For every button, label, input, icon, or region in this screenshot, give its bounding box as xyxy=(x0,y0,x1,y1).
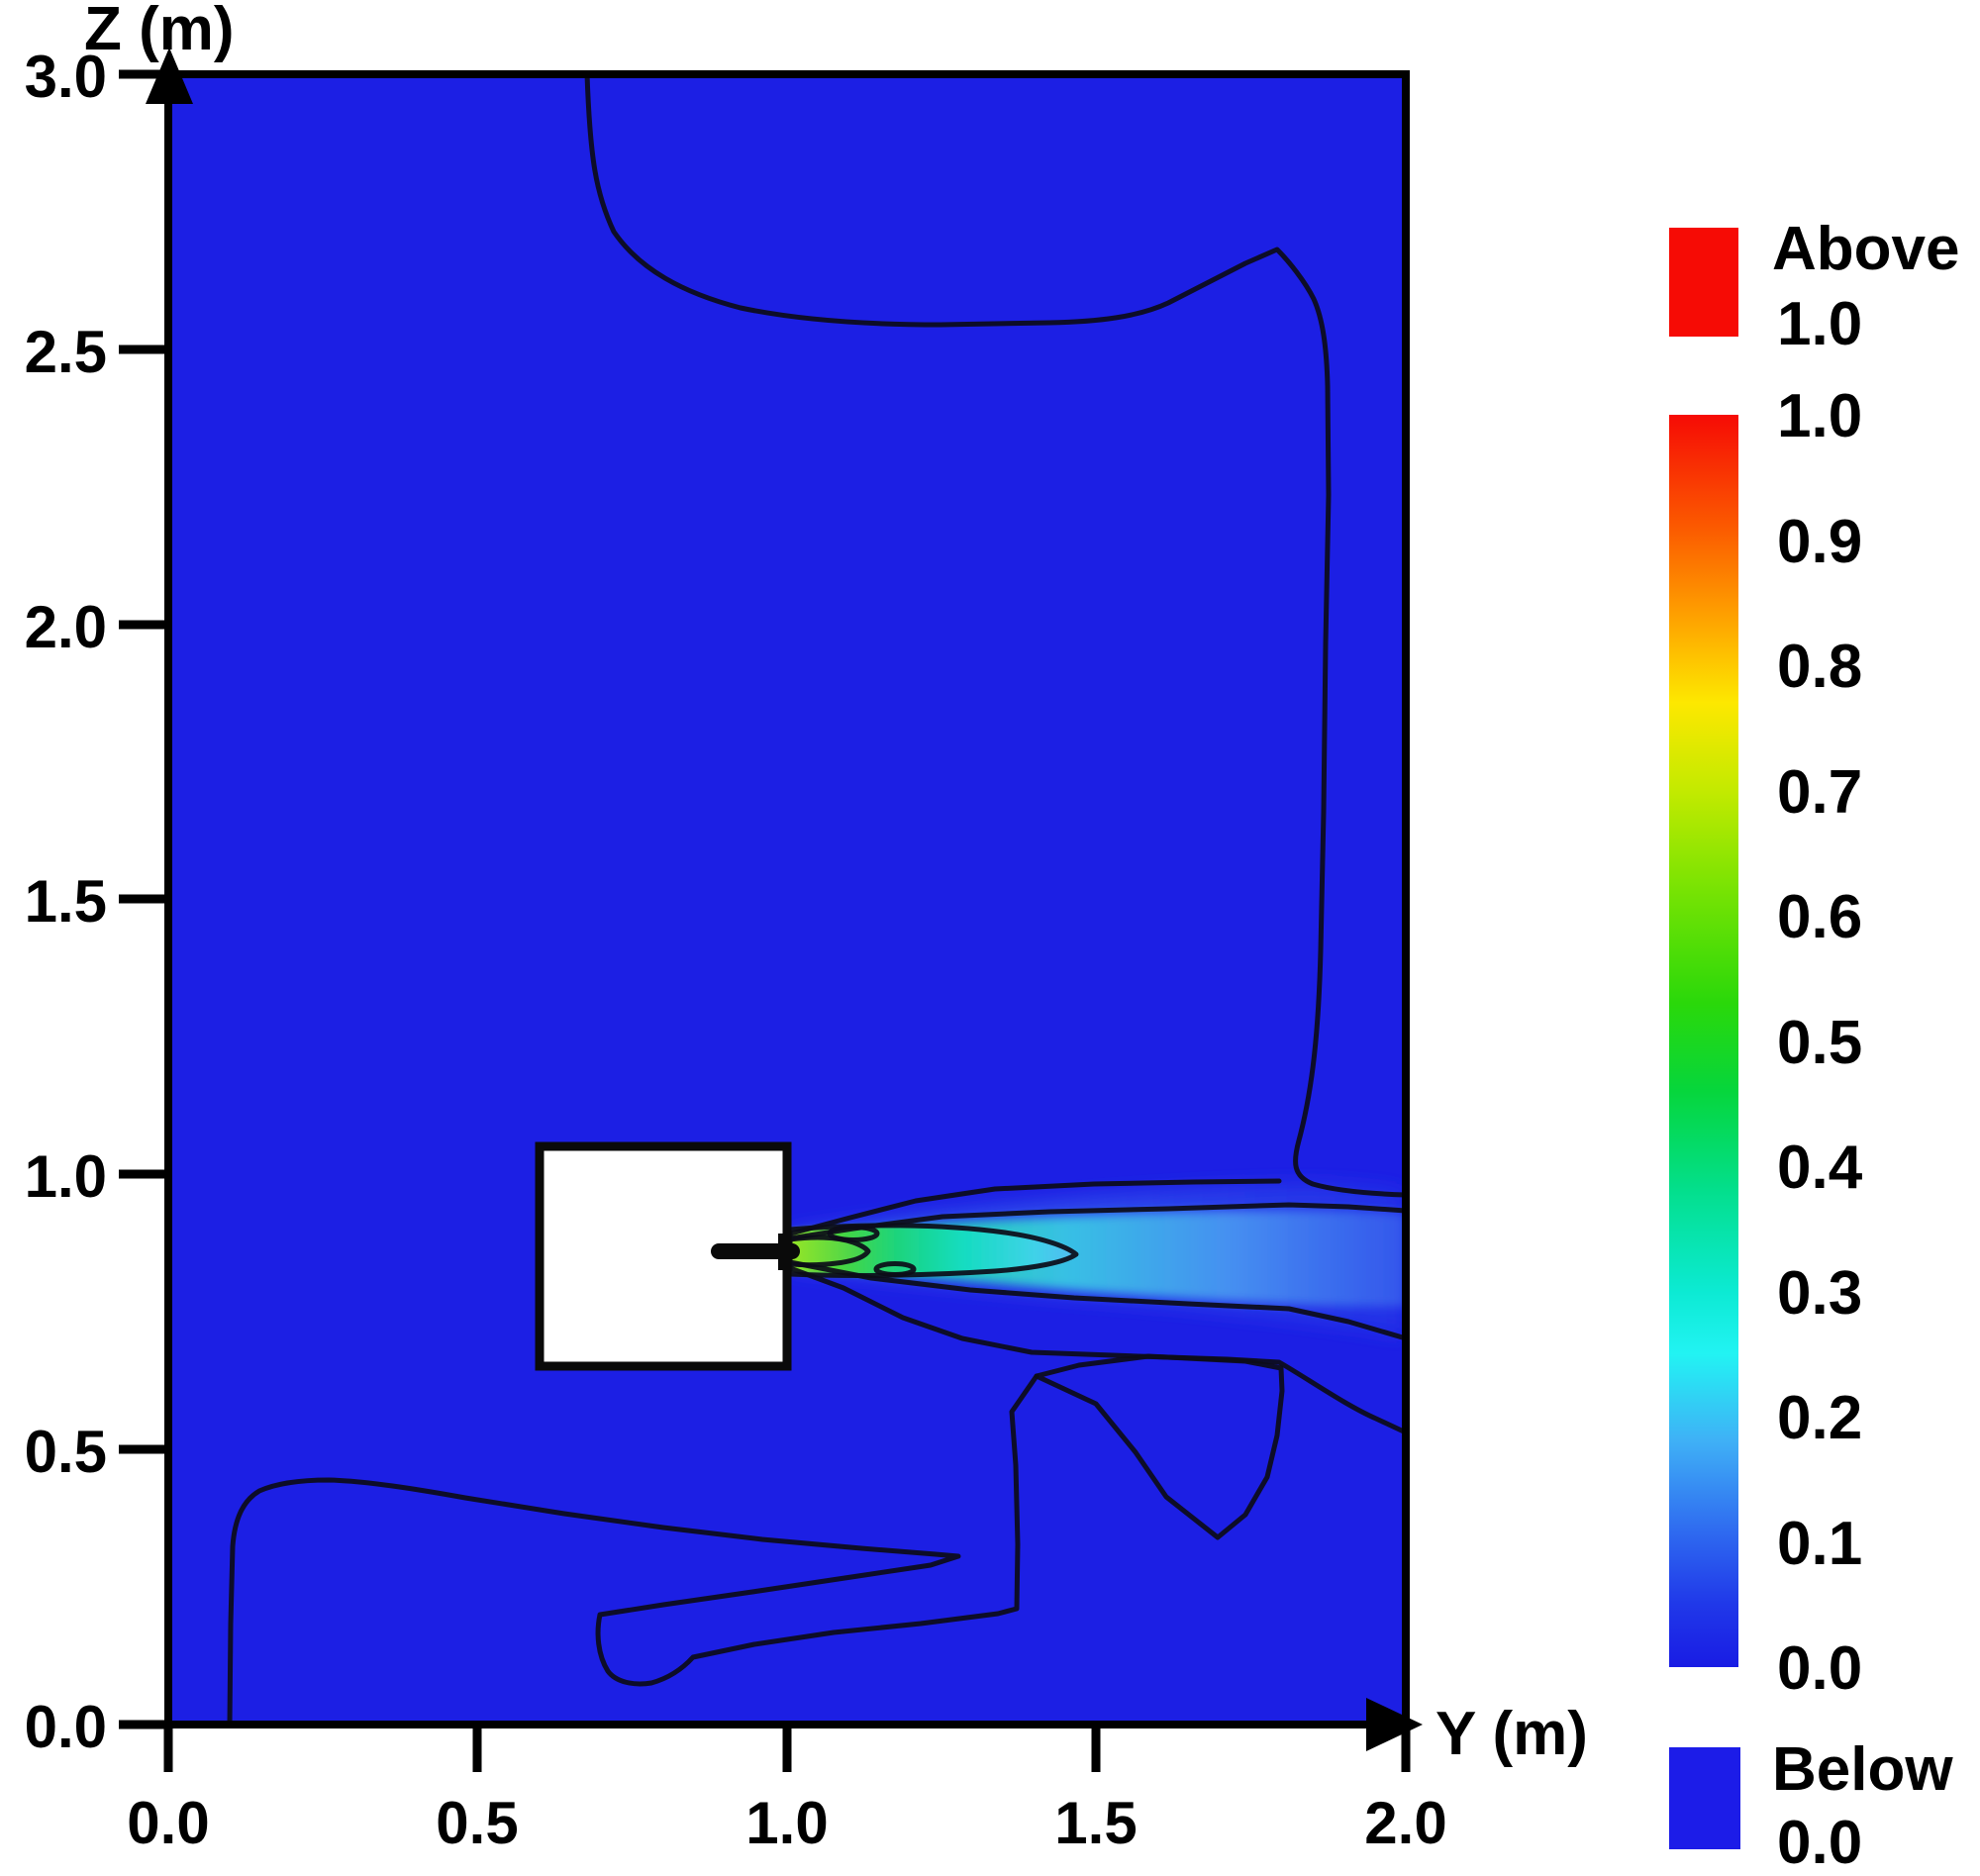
contour-jet-blob-lower xyxy=(873,1261,917,1277)
z-axis-tick-labels: 3.0 2.5 2.0 1.5 1.0 0.5 0.0 xyxy=(25,44,107,1760)
contour-jet-lower-outer xyxy=(787,1265,1406,1435)
jet-plume-inner-core xyxy=(790,1237,868,1265)
legend-scale-label: 0.0 xyxy=(1777,1634,1862,1703)
z-tick-label: 0.0 xyxy=(25,1694,107,1760)
z-tick-label: 1.0 xyxy=(25,1143,107,1210)
z-tick-label: 2.5 xyxy=(25,319,107,385)
y-axis-ticks xyxy=(163,1725,1411,1772)
z-tick-label: 2.0 xyxy=(25,594,107,660)
legend-scale-labels: 1.0 0.9 0.8 0.7 0.6 0.5 0.4 0.3 0.2 0.1 … xyxy=(1777,382,1863,1703)
legend-scale-label: 0.2 xyxy=(1777,1384,1862,1452)
y-tick-label: 1.5 xyxy=(1054,1790,1137,1856)
z-tick-label: 1.5 xyxy=(25,868,107,935)
y-axis-title: Y (m) xyxy=(1436,1700,1588,1768)
plot-area xyxy=(168,74,1406,1725)
legend-scale-label: 0.1 xyxy=(1777,1510,1862,1578)
legend-below-label: Below xyxy=(1772,1735,1953,1804)
legend-scale-label: 0.5 xyxy=(1777,1009,1862,1077)
legend-scale-label: 0.8 xyxy=(1777,633,1862,701)
contour-jet-upper-outer xyxy=(788,1178,1282,1236)
y-axis-tick-labels: 0.0 0.5 1.0 1.5 2.0 xyxy=(127,1790,1446,1856)
legend-above-swatch xyxy=(1669,228,1738,337)
y-tick-label: 1.0 xyxy=(745,1790,828,1856)
z-axis-ticks xyxy=(119,69,168,1729)
contour-jet-lower-mid xyxy=(787,1259,1406,1341)
y-axis-arrow-icon xyxy=(1366,1698,1423,1751)
contour-upper-region xyxy=(584,74,1406,1198)
legend-scale-label: 0.9 xyxy=(1777,508,1862,576)
legend-below-swatch xyxy=(1669,1747,1740,1849)
legend-scale-label: 0.3 xyxy=(1777,1259,1862,1328)
legend-below-value: 0.0 xyxy=(1777,1809,1862,1876)
z-axis-arrow-icon xyxy=(146,48,193,104)
legend-scale-label: 0.6 xyxy=(1777,883,1862,951)
legend-colorbar xyxy=(1669,415,1738,1667)
z-axis-title: Z (m) xyxy=(84,0,235,63)
legend-above-label: Above xyxy=(1772,215,1959,283)
legend-scale-label: 0.4 xyxy=(1777,1134,1863,1202)
legend: Above 1.0 1.0 0.9 0.8 0.7 0.6 0.5 0.4 0.… xyxy=(1669,215,1959,1876)
y-tick-label: 0.5 xyxy=(436,1790,518,1856)
z-tick-label: 0.5 xyxy=(25,1419,107,1485)
contour-floor-left-hook xyxy=(227,1373,1040,1725)
contour-jet-blob-upper xyxy=(827,1225,880,1242)
y-tick-label: 2.0 xyxy=(1364,1790,1446,1856)
legend-scale-label: 1.0 xyxy=(1777,382,1862,450)
contour-floor-right-loop xyxy=(1034,1353,1285,1540)
legend-above-value: 1.0 xyxy=(1777,290,1862,358)
z-tick-label: 3.0 xyxy=(25,44,107,110)
y-tick-label: 0.0 xyxy=(127,1790,209,1856)
jet-nozzle-flange xyxy=(778,1234,791,1270)
legend-scale-label: 0.7 xyxy=(1777,758,1862,827)
